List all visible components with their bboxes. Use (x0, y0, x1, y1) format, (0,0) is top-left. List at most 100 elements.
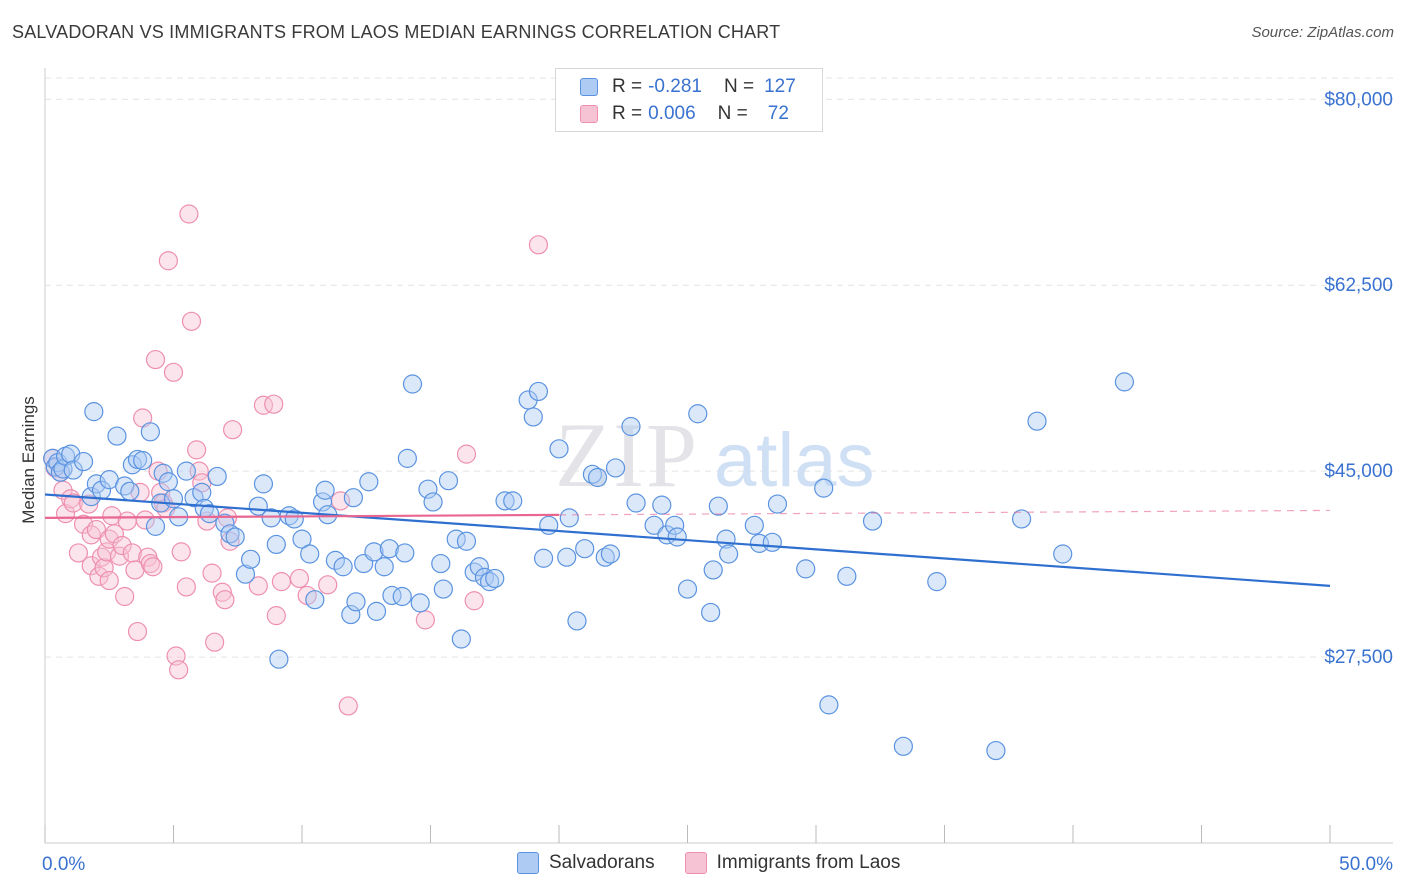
data-point (169, 660, 189, 680)
y-tick-label: $45,000 (1324, 461, 1393, 482)
legend-r-label: R = (612, 103, 643, 124)
data-point (701, 602, 721, 623)
data-point (133, 450, 153, 471)
data-point (464, 591, 484, 611)
data-point (410, 593, 430, 613)
data-point (575, 539, 595, 559)
data-point (187, 440, 207, 460)
data-point (271, 572, 292, 592)
data-point (708, 496, 728, 516)
data-point (300, 544, 320, 564)
data-point (94, 558, 114, 578)
data-point (253, 474, 274, 494)
data-point (325, 550, 346, 570)
data-point (464, 562, 484, 582)
data-point (264, 394, 284, 414)
data-point (266, 606, 286, 626)
data-point (225, 527, 245, 547)
data-point (305, 590, 325, 610)
legend-r-label: R = (612, 76, 643, 97)
legend-n-value: 72 (767, 103, 789, 124)
data-point (284, 509, 304, 529)
legend-label: Immigrants from Laos (716, 852, 901, 873)
stats-legend: R = -0.281 N = 127 R = 0.006 N = 72 (555, 68, 823, 132)
legend-row-salvadorans: R = -0.281 N = 127 (580, 74, 796, 100)
data-point (533, 548, 554, 568)
data-point (84, 402, 104, 422)
data-point (485, 568, 505, 589)
data-point (587, 467, 608, 488)
watermark-zip: ZIP (555, 404, 699, 506)
data-point (104, 524, 124, 544)
data-point (595, 547, 615, 567)
data-point (341, 604, 361, 625)
data-point (503, 491, 523, 511)
data-point (248, 576, 268, 596)
data-point (451, 629, 471, 649)
data-point (392, 586, 412, 607)
data-point (523, 407, 543, 427)
data-point (68, 543, 89, 563)
data-point (1053, 544, 1073, 564)
data-point (207, 466, 227, 487)
data-point (117, 511, 137, 531)
data-point (665, 515, 685, 535)
watermark-atlas: atlas (714, 418, 875, 503)
data-point (81, 525, 101, 545)
data-point (223, 420, 243, 440)
series-legend: Salvadorans Immigrants from Laos (517, 852, 930, 874)
axis-labels: $80,000 $62,500 $45,000 $27,500 0.0% 50.0% (42, 89, 1393, 875)
data-point (122, 455, 142, 475)
legend-swatch-pink (684, 852, 707, 874)
legend-swatch-pink (580, 105, 598, 123)
x-tick-label: 0.0% (42, 854, 85, 875)
data-point (115, 586, 135, 607)
data-point (893, 736, 913, 756)
data-point (115, 476, 135, 496)
data-point (343, 488, 363, 508)
data-point (220, 524, 240, 544)
data-point (819, 695, 839, 715)
data-point (600, 544, 621, 564)
legend-swatch-blue (517, 852, 539, 874)
series-salvadorans-points (43, 372, 1135, 761)
data-point (86, 519, 107, 540)
data-point (423, 492, 443, 512)
data-point (235, 564, 256, 584)
trend-line-dashed (558, 509, 1331, 516)
data-point (621, 416, 641, 437)
y-axis-title: Median Earnings (19, 396, 38, 524)
data-point (986, 740, 1006, 761)
data-point (528, 381, 549, 402)
legend-item-salvadorans[interactable]: Salvadorans (517, 852, 655, 874)
data-point (202, 563, 222, 583)
data-point (269, 649, 289, 669)
data-point (315, 480, 335, 500)
legend-item-laos[interactable]: Immigrants from Laos (684, 852, 901, 874)
data-point (528, 235, 549, 255)
data-point (176, 577, 196, 597)
data-point (176, 461, 196, 481)
data-point (433, 579, 453, 599)
data-point (63, 493, 83, 513)
data-point (688, 404, 708, 424)
data-point (796, 559, 816, 579)
x-tick-label: 50.0% (1339, 854, 1393, 875)
data-point (744, 515, 764, 535)
data-point (469, 557, 489, 577)
data-point (73, 451, 94, 472)
data-point (241, 549, 261, 569)
data-point (397, 448, 417, 468)
data-point (179, 204, 199, 224)
data-point (199, 504, 220, 524)
legend-r-value: 0.006 (648, 103, 696, 124)
data-point (266, 534, 286, 555)
source-credit: Source: ZipAtlas.com (1251, 24, 1394, 41)
data-point (140, 553, 160, 574)
data-point (364, 542, 384, 562)
legend-n-label: N = (723, 76, 755, 97)
data-point (215, 590, 235, 610)
data-point (626, 493, 646, 513)
data-point (171, 542, 191, 562)
data-point (382, 585, 402, 606)
